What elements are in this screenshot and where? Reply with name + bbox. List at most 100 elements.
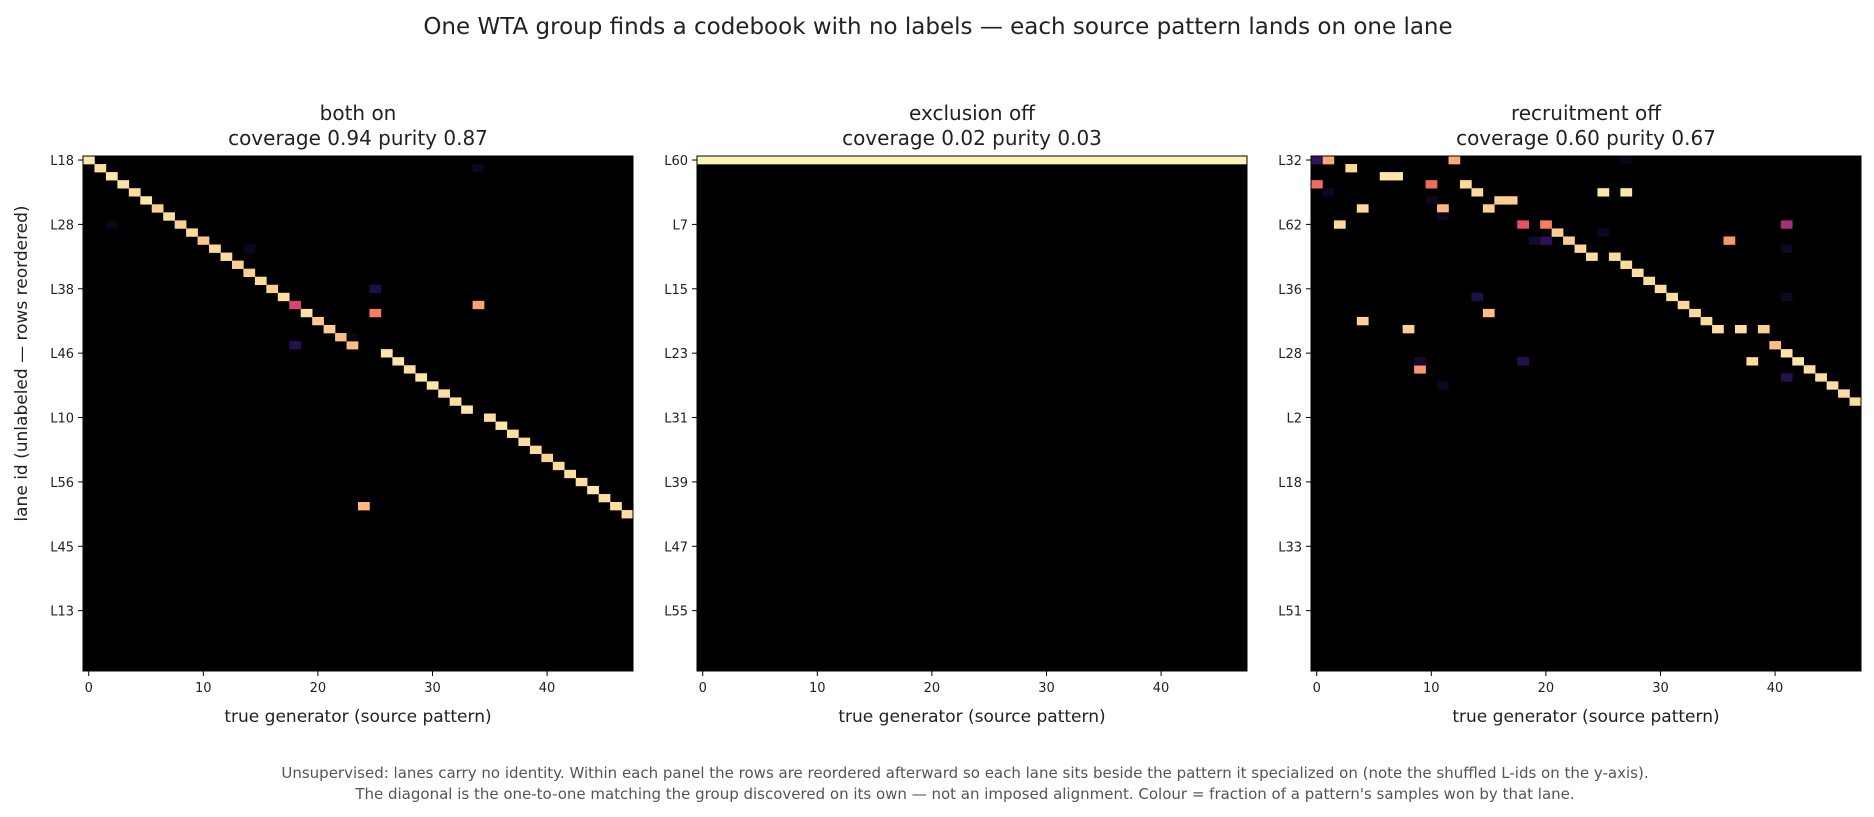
plot-frame [82, 155, 634, 672]
x-tick-label: 20 [310, 681, 327, 696]
heatmap-cell [1345, 164, 1358, 173]
x-tick-label: 40 [1153, 681, 1170, 696]
heatmap-cell [186, 228, 198, 237]
heatmap-cell [83, 156, 95, 165]
y-tick-label: L60 [664, 154, 688, 169]
heatmap-cell [128, 188, 141, 197]
heatmap-cell [346, 341, 359, 350]
heatmap-cell [1780, 244, 1793, 253]
heatmap-cell [1482, 204, 1495, 213]
heatmap-cell [1780, 349, 1793, 358]
heatmap-cell [438, 389, 450, 398]
y-tick-label: L39 [664, 476, 688, 491]
heatmap-cell [598, 493, 611, 503]
heatmap-cell [231, 260, 244, 269]
heatmap-background [1311, 156, 1861, 671]
heatmap-cell [1826, 381, 1839, 390]
heatmap-cell [506, 429, 519, 438]
panel-subtitle: coverage 0.02 purity 0.03 [842, 126, 1102, 150]
heatmap-cell [1849, 397, 1862, 406]
heatmap-cell [1734, 324, 1747, 334]
panel-title: recruitment off [1511, 101, 1662, 125]
heatmap-cell [1322, 188, 1335, 197]
heatmap-cell [1757, 324, 1770, 334]
heatmap-cell [1689, 308, 1701, 318]
figure-title: One WTA group finds a codebook with no l… [423, 14, 1452, 40]
heatmap-cell [1723, 236, 1736, 245]
x-tick-label: 10 [195, 681, 212, 696]
y-tick-label: L45 [50, 540, 74, 555]
y-tick-label: L51 [1278, 605, 1302, 620]
heatmap-cell [1459, 180, 1472, 189]
x-tick-label: 0 [85, 681, 93, 696]
heatmap-cell [575, 477, 588, 487]
x-tick-label: 0 [1313, 681, 1321, 696]
heatmap-cell [1517, 357, 1530, 366]
y-tick-label: L47 [664, 540, 688, 555]
x-tick-label: 10 [1423, 681, 1440, 696]
heatmap-cell [220, 252, 233, 261]
heatmap-cell [1620, 188, 1633, 197]
heatmap-cell [1356, 204, 1369, 213]
heatmap-cell [105, 172, 118, 181]
heatmap-cell [1803, 365, 1816, 374]
y-tick-label: L46 [50, 347, 74, 362]
heatmap-cell [697, 156, 1247, 165]
heatmap-cell [472, 300, 485, 310]
heatmap-cell [1414, 365, 1426, 374]
heatmap-cell [1551, 228, 1564, 237]
heatmap-cell [277, 292, 290, 302]
y-tick-label: L32 [1278, 154, 1302, 169]
x-tick-label: 10 [809, 681, 826, 696]
y-tick-label: L7 [672, 218, 688, 233]
heatmap-cell [1654, 284, 1667, 294]
heatmap-cell [610, 502, 622, 511]
heatmap-cell [346, 333, 359, 342]
heatmap-cell [392, 357, 405, 366]
y-tick-label: L13 [50, 605, 74, 620]
x-axis-label: true generator (source pattern) [1452, 707, 1719, 727]
heatmap-cell [1586, 252, 1598, 261]
heatmap-cell [518, 437, 531, 446]
heatmap-cell [1815, 373, 1827, 382]
heatmap-cell [426, 381, 439, 390]
heatmap-cell [174, 220, 187, 229]
heatmap-cell [1311, 180, 1323, 189]
heatmap-cell [243, 268, 256, 278]
heatmap-cell [1517, 220, 1530, 229]
x-tick-label: 30 [424, 681, 441, 696]
heatmap-cell [209, 244, 221, 253]
heatmap-cell [541, 453, 554, 463]
heatmap-cell [1838, 389, 1850, 398]
heatmap-cell [1425, 196, 1438, 205]
heatmap-cell [484, 413, 496, 422]
y-tick-label: L28 [1278, 347, 1302, 362]
heatmap-cell [117, 180, 130, 189]
heatmap-cell [289, 341, 302, 350]
heatmap-cell [1322, 156, 1335, 165]
heatmap-cell [1620, 260, 1633, 269]
y-tick-label: L36 [1278, 283, 1302, 298]
panel-title: both on [320, 101, 397, 125]
heatmap-cell [1746, 357, 1759, 366]
panel-title: exclusion off [909, 101, 1036, 125]
heatmap-cell [1425, 180, 1438, 189]
y-tick-label: L10 [50, 412, 74, 427]
x-tick-label: 40 [539, 681, 556, 696]
heatmap-background [697, 156, 1247, 671]
heatmap-cell [1677, 300, 1690, 310]
y-axis-label: lane id (unlabeled — rows reordered) [12, 205, 32, 521]
heatmap-cell [163, 212, 175, 221]
panel-subtitle: coverage 0.60 purity 0.67 [1456, 126, 1716, 150]
caption-line-1: Unsupervised: lanes carry no identity. W… [281, 764, 1648, 782]
y-tick-label: L62 [1278, 218, 1302, 233]
heatmap-cell [552, 461, 565, 471]
heatmap-cell [266, 284, 279, 294]
heatmap-cell [243, 244, 256, 253]
heatmap-cell [1356, 316, 1369, 326]
heatmap-cell [1597, 188, 1610, 197]
heatmap-cell [1437, 212, 1449, 221]
heatmap-cell [369, 308, 382, 318]
x-tick-label: 20 [924, 681, 941, 696]
